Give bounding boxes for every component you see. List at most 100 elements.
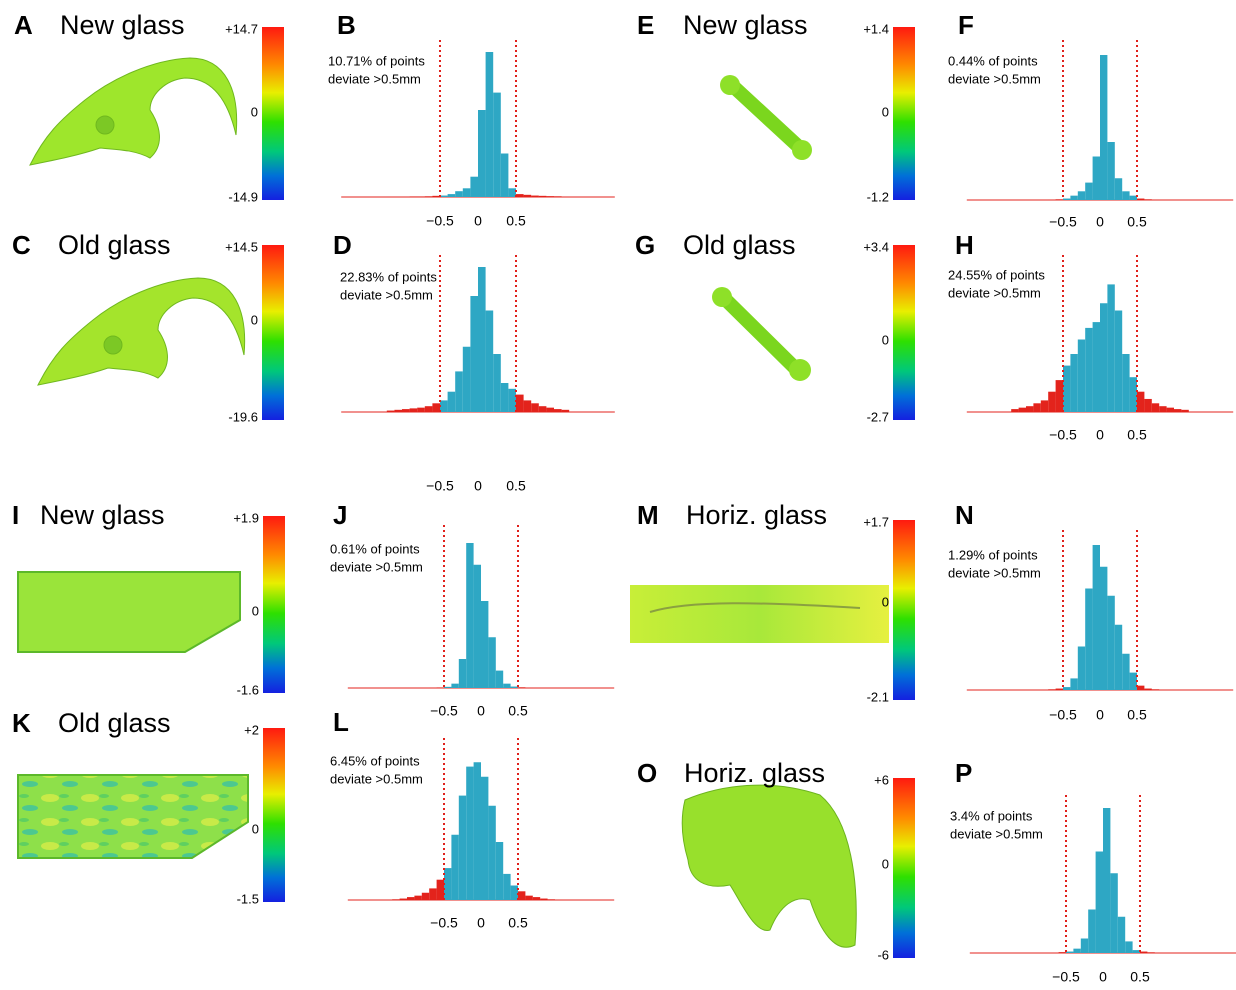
histogram-bar	[440, 196, 448, 197]
color-scale-label: 0	[251, 312, 258, 327]
histogram-bar	[1085, 589, 1092, 691]
panel-letter: P	[955, 758, 972, 788]
histogram-bar	[488, 637, 495, 688]
histogram-bar	[1107, 142, 1114, 200]
histogram-bar	[525, 896, 532, 900]
annotation: 0.61% of points	[330, 541, 420, 556]
histogram-bar	[501, 383, 509, 412]
histogram-bar	[478, 267, 486, 412]
histogram-bar	[518, 687, 525, 688]
color-scale-label: -2.1	[867, 689, 889, 704]
skull-render	[30, 58, 237, 165]
color-scale-bar	[893, 245, 915, 420]
histogram-bar	[444, 868, 451, 900]
histogram-bar	[554, 409, 562, 412]
x-tick-label: 0.5	[1130, 969, 1150, 985]
histogram-bar	[1137, 199, 1144, 200]
skull-render	[38, 278, 245, 385]
slab-render	[18, 775, 248, 858]
histogram-bar	[1122, 191, 1129, 200]
histogram-bar	[417, 408, 425, 412]
x-tick-label: 0.5	[506, 213, 526, 229]
color-scale-label: 0	[882, 594, 889, 609]
histogram-bar	[493, 354, 501, 412]
histogram-bar	[533, 897, 540, 900]
histogram-bar	[481, 777, 488, 900]
histogram-bar	[432, 403, 440, 412]
histogram-bar	[440, 400, 448, 412]
annotation: deviate >0.5mm	[330, 771, 423, 786]
panel-title: New glass	[40, 500, 165, 530]
histogram-bar	[539, 406, 547, 412]
histogram-bar	[392, 899, 399, 900]
histogram-bar	[474, 565, 481, 688]
histogram-bar	[1063, 687, 1070, 690]
histogram-bar	[1152, 689, 1159, 690]
histogram-bar	[1073, 949, 1080, 953]
histogram-bar	[1144, 399, 1151, 412]
annotation: deviate >0.5mm	[948, 565, 1041, 580]
histogram-bar	[400, 899, 407, 900]
histogram-bar	[1130, 673, 1137, 690]
annotation: 6.45% of points	[330, 753, 420, 768]
histogram-bar	[496, 842, 503, 900]
panel-letter: M	[637, 500, 659, 530]
histogram-bar	[1078, 340, 1085, 413]
x-tick-label: 0	[1099, 969, 1107, 985]
histogram-bar	[1088, 910, 1095, 954]
panel-letter: D	[333, 230, 352, 260]
panel-letter: J	[333, 500, 347, 530]
panel-letter: H	[955, 230, 974, 260]
color-scale-label: -1.2	[867, 189, 889, 204]
color-scale-bar	[263, 728, 285, 902]
annotation: deviate >0.5mm	[948, 285, 1041, 300]
histogram-bar	[1056, 689, 1063, 690]
panel-letter: A	[14, 10, 33, 40]
x-tick-label: 0	[477, 703, 485, 719]
x-tick-label: −0.5	[426, 478, 454, 494]
histogram-bar	[493, 93, 501, 197]
color-scale-label: 0	[252, 603, 259, 618]
histogram-bar	[1085, 328, 1092, 412]
histogram-bar	[1070, 678, 1077, 690]
x-tick-label: 0	[1096, 214, 1104, 230]
histogram-bar	[463, 347, 471, 412]
histogram-bar	[425, 406, 433, 412]
histogram-bar	[1181, 410, 1188, 412]
histogram-bar	[486, 311, 494, 413]
histogram-bar	[455, 191, 463, 197]
bone-render	[720, 75, 812, 160]
color-scale-bar	[262, 27, 284, 200]
histogram-bar	[531, 403, 539, 412]
panel-title: Old glass	[683, 230, 796, 260]
histogram-bar	[1033, 403, 1040, 412]
histogram-bar	[1144, 199, 1151, 200]
x-tick-label: −0.5	[426, 213, 454, 229]
histogram-bar	[540, 899, 547, 900]
x-tick-label: 0	[477, 915, 485, 931]
histogram-bar	[1041, 400, 1048, 412]
x-tick-label: 0.5	[1127, 707, 1147, 723]
histogram-bar	[422, 893, 429, 900]
color-scale-bar	[263, 516, 285, 693]
histogram-bar	[1078, 647, 1085, 691]
annotation: 0.44% of points	[948, 53, 1038, 68]
histogram-bar	[524, 195, 532, 197]
panel-title: New glass	[60, 10, 185, 40]
annotation: deviate >0.5mm	[328, 71, 421, 86]
color-scale-label: -1.6	[237, 682, 259, 697]
annotation: 1.29% of points	[948, 547, 1038, 562]
histogram-bar	[459, 659, 466, 688]
histogram-bar	[1063, 366, 1070, 412]
panel-letter: C	[12, 230, 31, 260]
histogram-bar	[1174, 409, 1181, 412]
histogram-bar	[1133, 950, 1140, 953]
panel-letter: O	[637, 758, 657, 788]
histogram-bar	[1140, 952, 1147, 953]
histogram-bar	[444, 687, 451, 688]
histogram-bar	[1093, 157, 1100, 201]
annotation: 10.71% of points	[328, 53, 425, 68]
histogram-bar	[1122, 654, 1129, 690]
